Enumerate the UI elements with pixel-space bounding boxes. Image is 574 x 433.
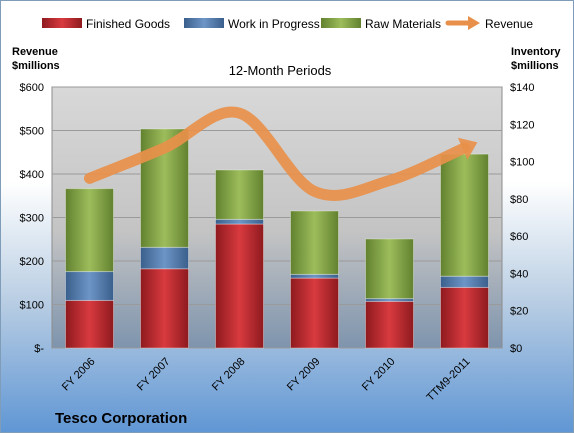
bar-finished-goods	[215, 223, 264, 349]
bar-work-in-progress	[65, 271, 114, 301]
chart-subtitle: 12-Month Periods	[229, 63, 332, 78]
right-tick-label: $40	[510, 268, 528, 280]
bar-raw-materials	[215, 169, 264, 220]
right-tick-label: $20	[510, 306, 528, 318]
left-tick-label: $400	[20, 169, 44, 181]
bar-work-in-progress	[140, 246, 189, 270]
bar-finished-goods	[365, 300, 414, 349]
right-tick-label: $60	[510, 231, 528, 243]
legend: Finished Goods Work in Progress Raw Mate…	[42, 16, 533, 31]
company-name: Tesco Corporation	[55, 410, 187, 427]
bar-work-in-progress	[290, 273, 339, 279]
left-tick-label: $500	[20, 126, 44, 138]
left-tick-label: $200	[20, 256, 44, 268]
right-axis-title-line1: Inventory	[511, 46, 561, 58]
bar-finished-goods	[440, 286, 489, 349]
right-tick-label: $100	[510, 157, 534, 169]
legend-label-work-in-progress: Work in Progress	[228, 17, 320, 31]
right-tick-label: $0	[510, 343, 522, 355]
bar-raw-materials	[365, 238, 414, 300]
left-tick-label: $300	[20, 213, 44, 225]
bar-work-in-progress	[440, 275, 489, 288]
left-tick-label: $100	[20, 300, 44, 312]
right-tick-label: $80	[510, 194, 528, 206]
revenue-line-layer	[84, 106, 478, 201]
bar-finished-goods	[290, 277, 339, 349]
bar-stacks	[65, 128, 489, 349]
grid-lines	[52, 86, 502, 349]
bar-finished-goods	[140, 268, 189, 349]
legend-swatch-finished-goods	[42, 18, 82, 28]
legend-label-revenue: Revenue	[485, 17, 533, 31]
left-axis-title-line1: Revenue	[12, 46, 58, 58]
bar-raw-materials	[65, 188, 114, 273]
bar-raw-materials	[290, 210, 339, 275]
legend-label-finished-goods: Finished Goods	[86, 17, 170, 31]
legend-swatch-revenue	[445, 16, 480, 30]
left-tick-label: $-	[34, 343, 44, 355]
legend-swatch-work-in-progress	[184, 18, 224, 28]
legend-label-raw-materials: Raw Materials	[365, 17, 441, 31]
legend-swatch-raw-materials	[321, 18, 361, 28]
revenue-line	[84, 106, 470, 201]
right-tick-label: $120	[510, 119, 534, 131]
revenue-arrowhead	[457, 137, 478, 160]
right-tick-label: $140	[510, 82, 534, 94]
left-axis-title-line2: $millions	[12, 60, 60, 72]
left-tick-label: $600	[20, 82, 44, 94]
bar-finished-goods	[65, 299, 114, 349]
bar-raw-materials	[440, 153, 489, 277]
right-axis-title-line2: $millions	[511, 60, 559, 72]
bar-work-in-progress	[215, 218, 264, 225]
